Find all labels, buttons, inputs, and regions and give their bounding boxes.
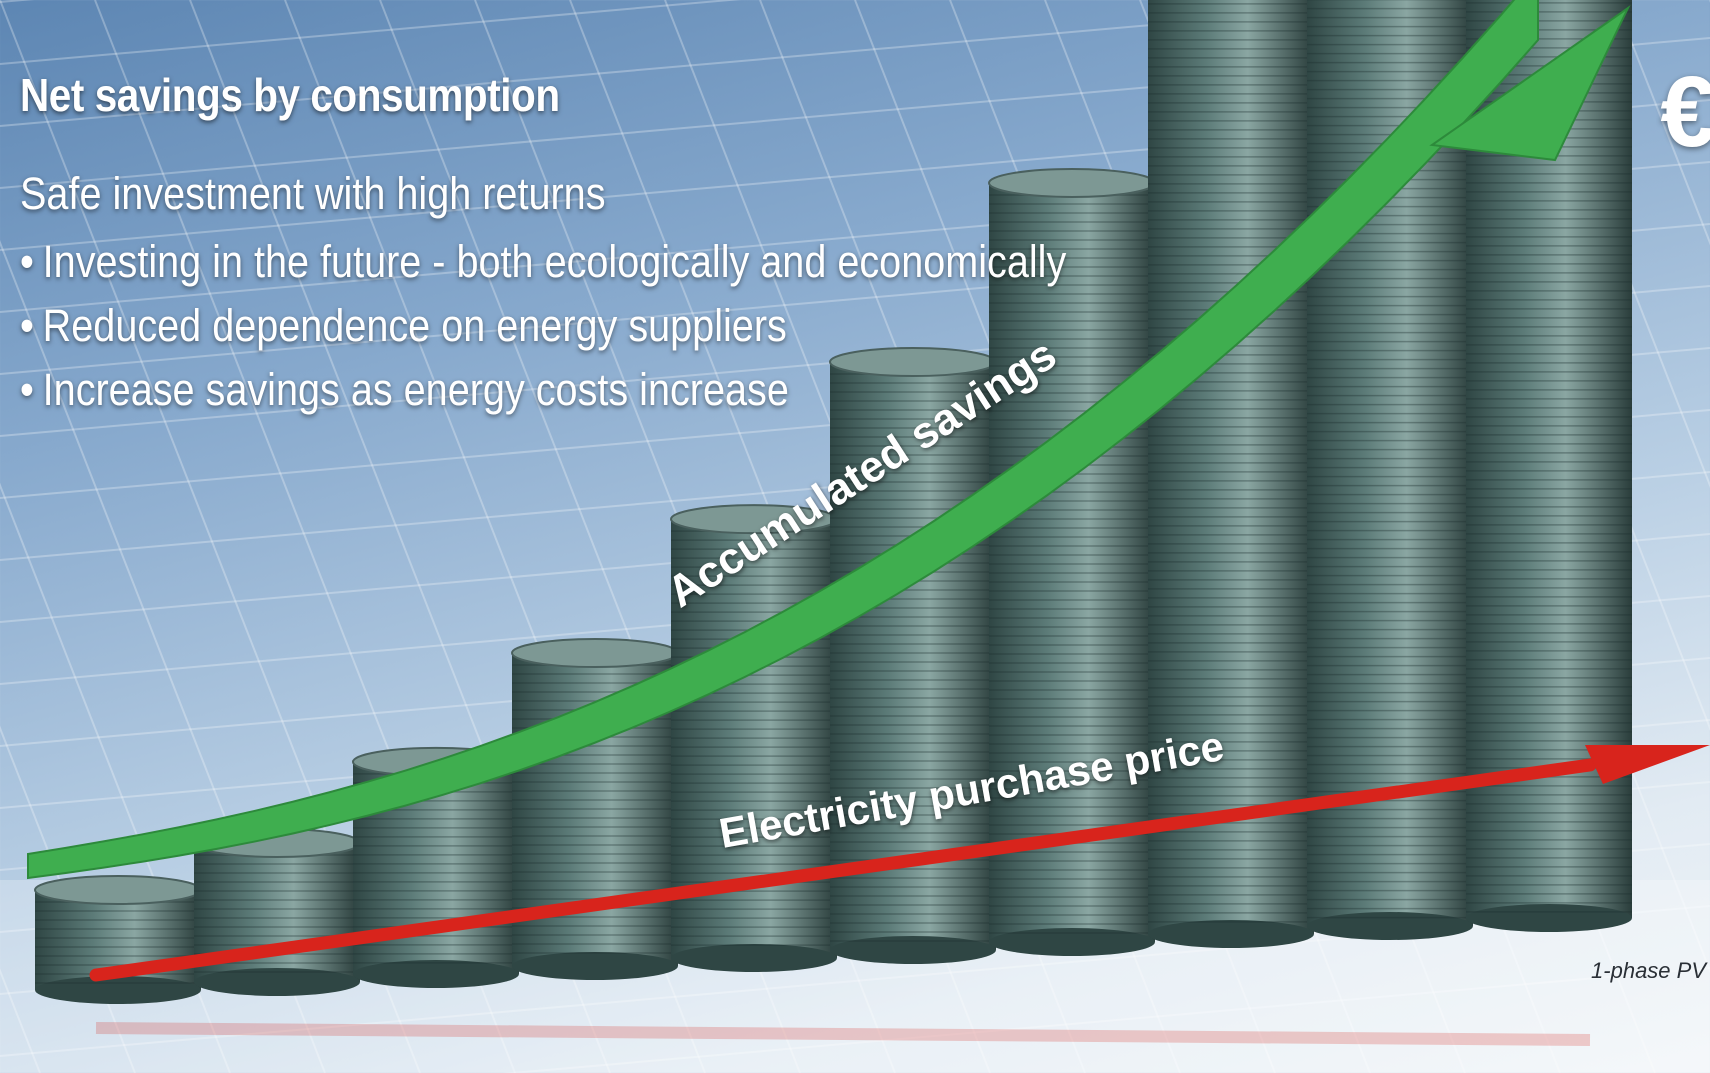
bullet-dot-icon: • <box>20 236 34 287</box>
bullet-text: Increase savings as energy costs increas… <box>42 364 789 415</box>
coin-stack-base <box>1307 912 1473 940</box>
savings-arrow-head <box>1429 4 1631 162</box>
bullet-dot-icon: • <box>20 364 34 415</box>
subheadline: Safe investment with high returns <box>20 168 606 219</box>
coin-stack <box>34 875 202 1004</box>
bullet-text: Investing in the future - both ecologica… <box>42 236 1067 287</box>
coin-stack-body <box>989 182 1155 943</box>
coin-stack-base <box>989 928 1155 956</box>
bullet-text: Reduced dependence on energy suppliers <box>42 300 787 351</box>
coin-stack-base <box>512 952 678 980</box>
bullet-item: • Reduced dependence on energy suppliers <box>20 294 1066 358</box>
bullet-item: • Investing in the future - both ecologic… <box>20 230 1066 294</box>
headline: Net savings by consumption <box>20 69 560 121</box>
panel-grid-line <box>1614 0 1710 246</box>
panel-grid-line <box>0 0 742 65</box>
panel-grid-line <box>501 967 1710 1073</box>
bullet-list: • Investing in the future - both ecologic… <box>20 230 1209 422</box>
coin-stack <box>988 167 1156 956</box>
price-arrow-head <box>1585 745 1710 784</box>
coin-stack-base <box>35 976 201 1004</box>
coin-stack-body <box>1148 0 1314 934</box>
savings-arrow-shaft <box>27 0 1539 880</box>
price-arrow-shaft <box>89 758 1597 982</box>
coin-stack-base <box>194 968 360 996</box>
bullet-item: • Increase savings as energy costs increa… <box>20 358 1066 422</box>
euro-icon: € <box>1660 56 1710 168</box>
coin-stack-base <box>353 960 519 988</box>
price-arrow-reflection <box>95 1022 1591 1046</box>
footnote: 1-phase PV <box>1591 958 1706 983</box>
coin-stack-base <box>830 936 996 964</box>
coin-stack <box>1148 0 1314 948</box>
coin-stack-base <box>671 944 837 972</box>
bullet-dot-icon: • <box>20 300 34 351</box>
coin-stack-base <box>1148 920 1314 948</box>
coin-stack-base <box>1466 904 1632 932</box>
